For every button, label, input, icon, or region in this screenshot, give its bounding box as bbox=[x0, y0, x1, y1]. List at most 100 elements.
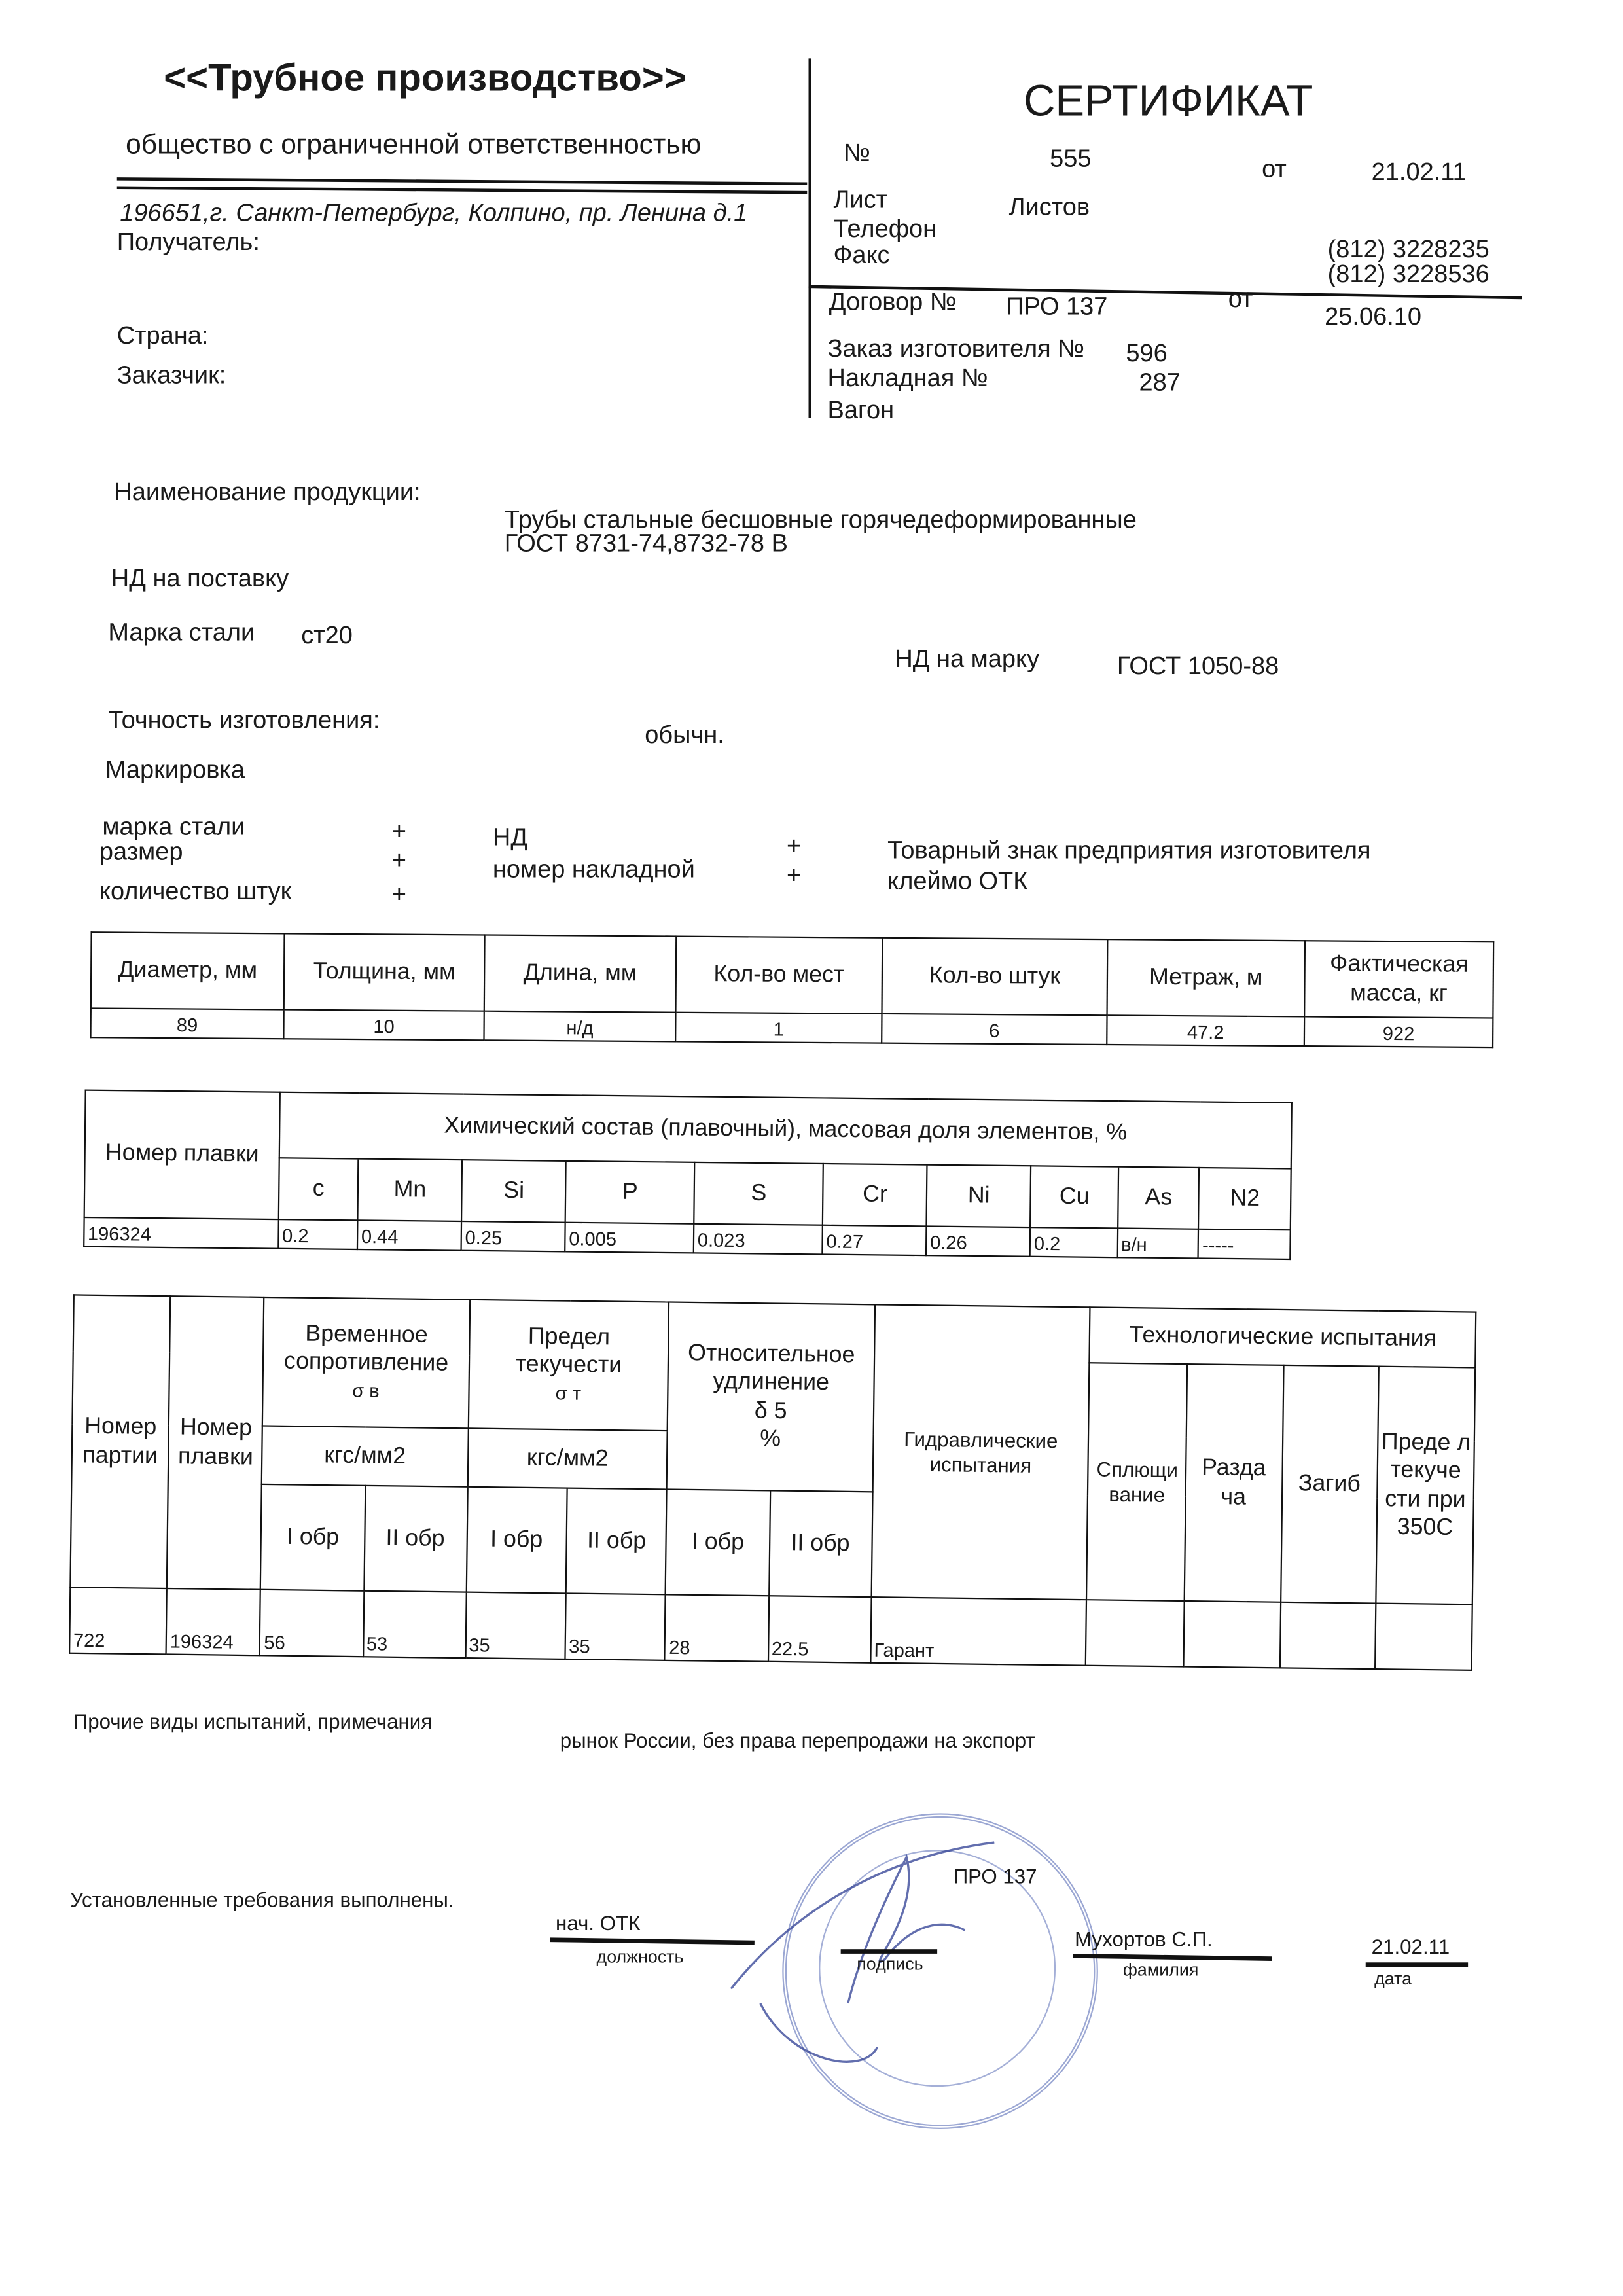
nd-grade: ГОСТ 1050-88 bbox=[1116, 652, 1279, 680]
dimensions-table: Диаметр, мм Толщина, мм Длина, мм Кол-во… bbox=[90, 931, 1494, 1048]
marking-item: клеймо ОТК bbox=[887, 867, 1028, 895]
table-cell: 47.2 bbox=[1107, 1015, 1305, 1047]
stamp-text: ПРО 137 bbox=[953, 1864, 1037, 1888]
table-cell: ----- bbox=[1198, 1229, 1291, 1259]
marking-check: + bbox=[391, 880, 406, 908]
tech-col-header: Преде л текуче сти при 350С bbox=[1376, 1366, 1476, 1605]
nd-grade-label: НД на марку bbox=[895, 645, 1040, 673]
hydraulic-header: Гидравлические испытания bbox=[870, 1304, 1091, 1600]
tech-col-header: Разда ча bbox=[1184, 1364, 1283, 1602]
element-header: Cu bbox=[1030, 1166, 1118, 1229]
stamp-icon bbox=[782, 1813, 1098, 2129]
table-header-row: Номер партии Номер плавки Временное сопр… bbox=[70, 1295, 1476, 1600]
company-address: 196651,г. Санкт-Петербург, Колпино, пр. … bbox=[120, 198, 748, 227]
requirements-statement: Установленные требования выполнены. bbox=[70, 1888, 454, 1912]
table-cell: 0.2 bbox=[278, 1219, 358, 1250]
marking-check: + bbox=[786, 832, 802, 860]
waybill-number: 287 bbox=[1139, 368, 1181, 397]
contract-date: 25.06.10 bbox=[1325, 302, 1422, 331]
number-label: № bbox=[844, 139, 870, 167]
heat-number-header: Номер плавки bbox=[167, 1296, 265, 1590]
recipient-label: Получатель: bbox=[116, 228, 260, 256]
tech-col-header: Загиб bbox=[1280, 1365, 1379, 1604]
divider bbox=[808, 58, 811, 418]
certificate-number: 555 bbox=[1050, 145, 1092, 173]
divider bbox=[116, 177, 808, 185]
table-header-row: Диаметр, мм Толщина, мм Длина, мм Кол-во… bbox=[90, 932, 1494, 1018]
date-label: от bbox=[1262, 154, 1287, 183]
steel-grade: ст20 bbox=[301, 621, 353, 649]
table-cell bbox=[1279, 1602, 1376, 1670]
table-cell: 1 bbox=[675, 1012, 882, 1043]
sample-header: I обр bbox=[465, 1486, 567, 1594]
batch-number-header: Номер партии bbox=[70, 1295, 171, 1589]
batch-number: 722 bbox=[69, 1587, 168, 1655]
mechanical-properties-table: Номер партии Номер плавки Временное сопр… bbox=[69, 1294, 1476, 1671]
table-cell: 922 bbox=[1304, 1016, 1493, 1048]
table-cell: 0.023 bbox=[694, 1223, 823, 1255]
waybill-label: Накладная № bbox=[827, 364, 988, 392]
table-cell: 0.44 bbox=[357, 1220, 462, 1251]
table-cell: в/н bbox=[1117, 1228, 1199, 1259]
sample-header: I обр bbox=[260, 1484, 365, 1591]
sample-header: II обр bbox=[768, 1490, 872, 1598]
element-header: Cr bbox=[823, 1163, 927, 1227]
table-cell: н/д bbox=[484, 1011, 676, 1042]
fax-label: Факс bbox=[833, 241, 890, 270]
marking-check: + bbox=[786, 861, 802, 889]
elongation-symbol: δ 5 bbox=[754, 1398, 787, 1424]
unit-cell: кгс/мм2 bbox=[467, 1428, 668, 1490]
yield-header: Предел текучести σ т bbox=[467, 1299, 670, 1431]
element-header: N2 bbox=[1198, 1167, 1291, 1230]
header-cell: Кол-во мест bbox=[675, 936, 883, 1014]
heat-number-header: Номер плавки bbox=[84, 1090, 280, 1220]
marking-check: + bbox=[391, 846, 406, 875]
table-cell: 0.25 bbox=[461, 1221, 565, 1252]
wagon-label: Вагон bbox=[827, 396, 895, 424]
surname-caption: фамилия bbox=[1122, 1959, 1199, 1981]
marking-item: размер bbox=[99, 838, 183, 866]
element-header: Ni bbox=[926, 1164, 1031, 1228]
header-cell: Толщина, мм bbox=[283, 933, 485, 1011]
tensile-label: Временное сопротивление bbox=[283, 1321, 449, 1376]
other-tests-value: рынок России, без права перепродажи на э… bbox=[560, 1728, 1035, 1752]
table-cell bbox=[1183, 1601, 1281, 1668]
element-header: P bbox=[565, 1160, 695, 1224]
date-caption: дата bbox=[1374, 1968, 1412, 1989]
element-header: Si bbox=[461, 1160, 566, 1223]
signature-caption: подпись bbox=[857, 1953, 923, 1975]
nd-supply-label: НД на поставку bbox=[111, 564, 289, 592]
sample-header: II обр bbox=[363, 1485, 467, 1592]
surname-value: Мухортов С.П. bbox=[1075, 1927, 1213, 1951]
table-cell: 53 bbox=[363, 1590, 466, 1659]
table-cell: 35 bbox=[465, 1592, 566, 1659]
tech-col-header: Сплющи вание bbox=[1087, 1363, 1188, 1602]
sheet-label: Лист bbox=[833, 185, 888, 214]
element-header: Mn bbox=[357, 1158, 463, 1222]
signature-line bbox=[840, 1949, 938, 1954]
table-cell: 89 bbox=[90, 1008, 284, 1039]
signature-date: 21.02.11 bbox=[1371, 1934, 1450, 1958]
table-cell: 10 bbox=[283, 1009, 484, 1041]
unit-cell: кгс/мм2 bbox=[262, 1426, 468, 1487]
marking-item: Товарный знак предприятия изготовителя bbox=[887, 836, 1371, 865]
marking-item: марка стали bbox=[102, 813, 245, 841]
table-cell: 56 bbox=[260, 1589, 364, 1657]
certificate-date: 21.02.11 bbox=[1371, 158, 1467, 186]
certificate-title: СЕРТИФИКАТ bbox=[1023, 77, 1313, 126]
heat-number: 196324 bbox=[84, 1217, 279, 1249]
header-cell: Метраж, м bbox=[1107, 939, 1305, 1017]
marking-item: номер накладной bbox=[492, 855, 695, 884]
tech-tests-header: Технологические испытания bbox=[1090, 1307, 1476, 1368]
marking-item: количество штук bbox=[99, 877, 292, 905]
table-cell: 0.005 bbox=[565, 1222, 694, 1253]
stamp-inner-ring bbox=[819, 1850, 1056, 2087]
signature-line bbox=[1365, 1962, 1469, 1967]
sample-header: II обр bbox=[565, 1488, 668, 1595]
chemical-composition-table: Номер плавки Химический состав (плавочны… bbox=[83, 1089, 1293, 1260]
position-value: нач. ОТК bbox=[555, 1911, 641, 1935]
fax-value: (812) 3228536 bbox=[1327, 260, 1489, 289]
elongation-unit: % bbox=[760, 1426, 781, 1452]
country-label: Страна: bbox=[116, 321, 209, 350]
position-caption: должность bbox=[596, 1946, 684, 1967]
